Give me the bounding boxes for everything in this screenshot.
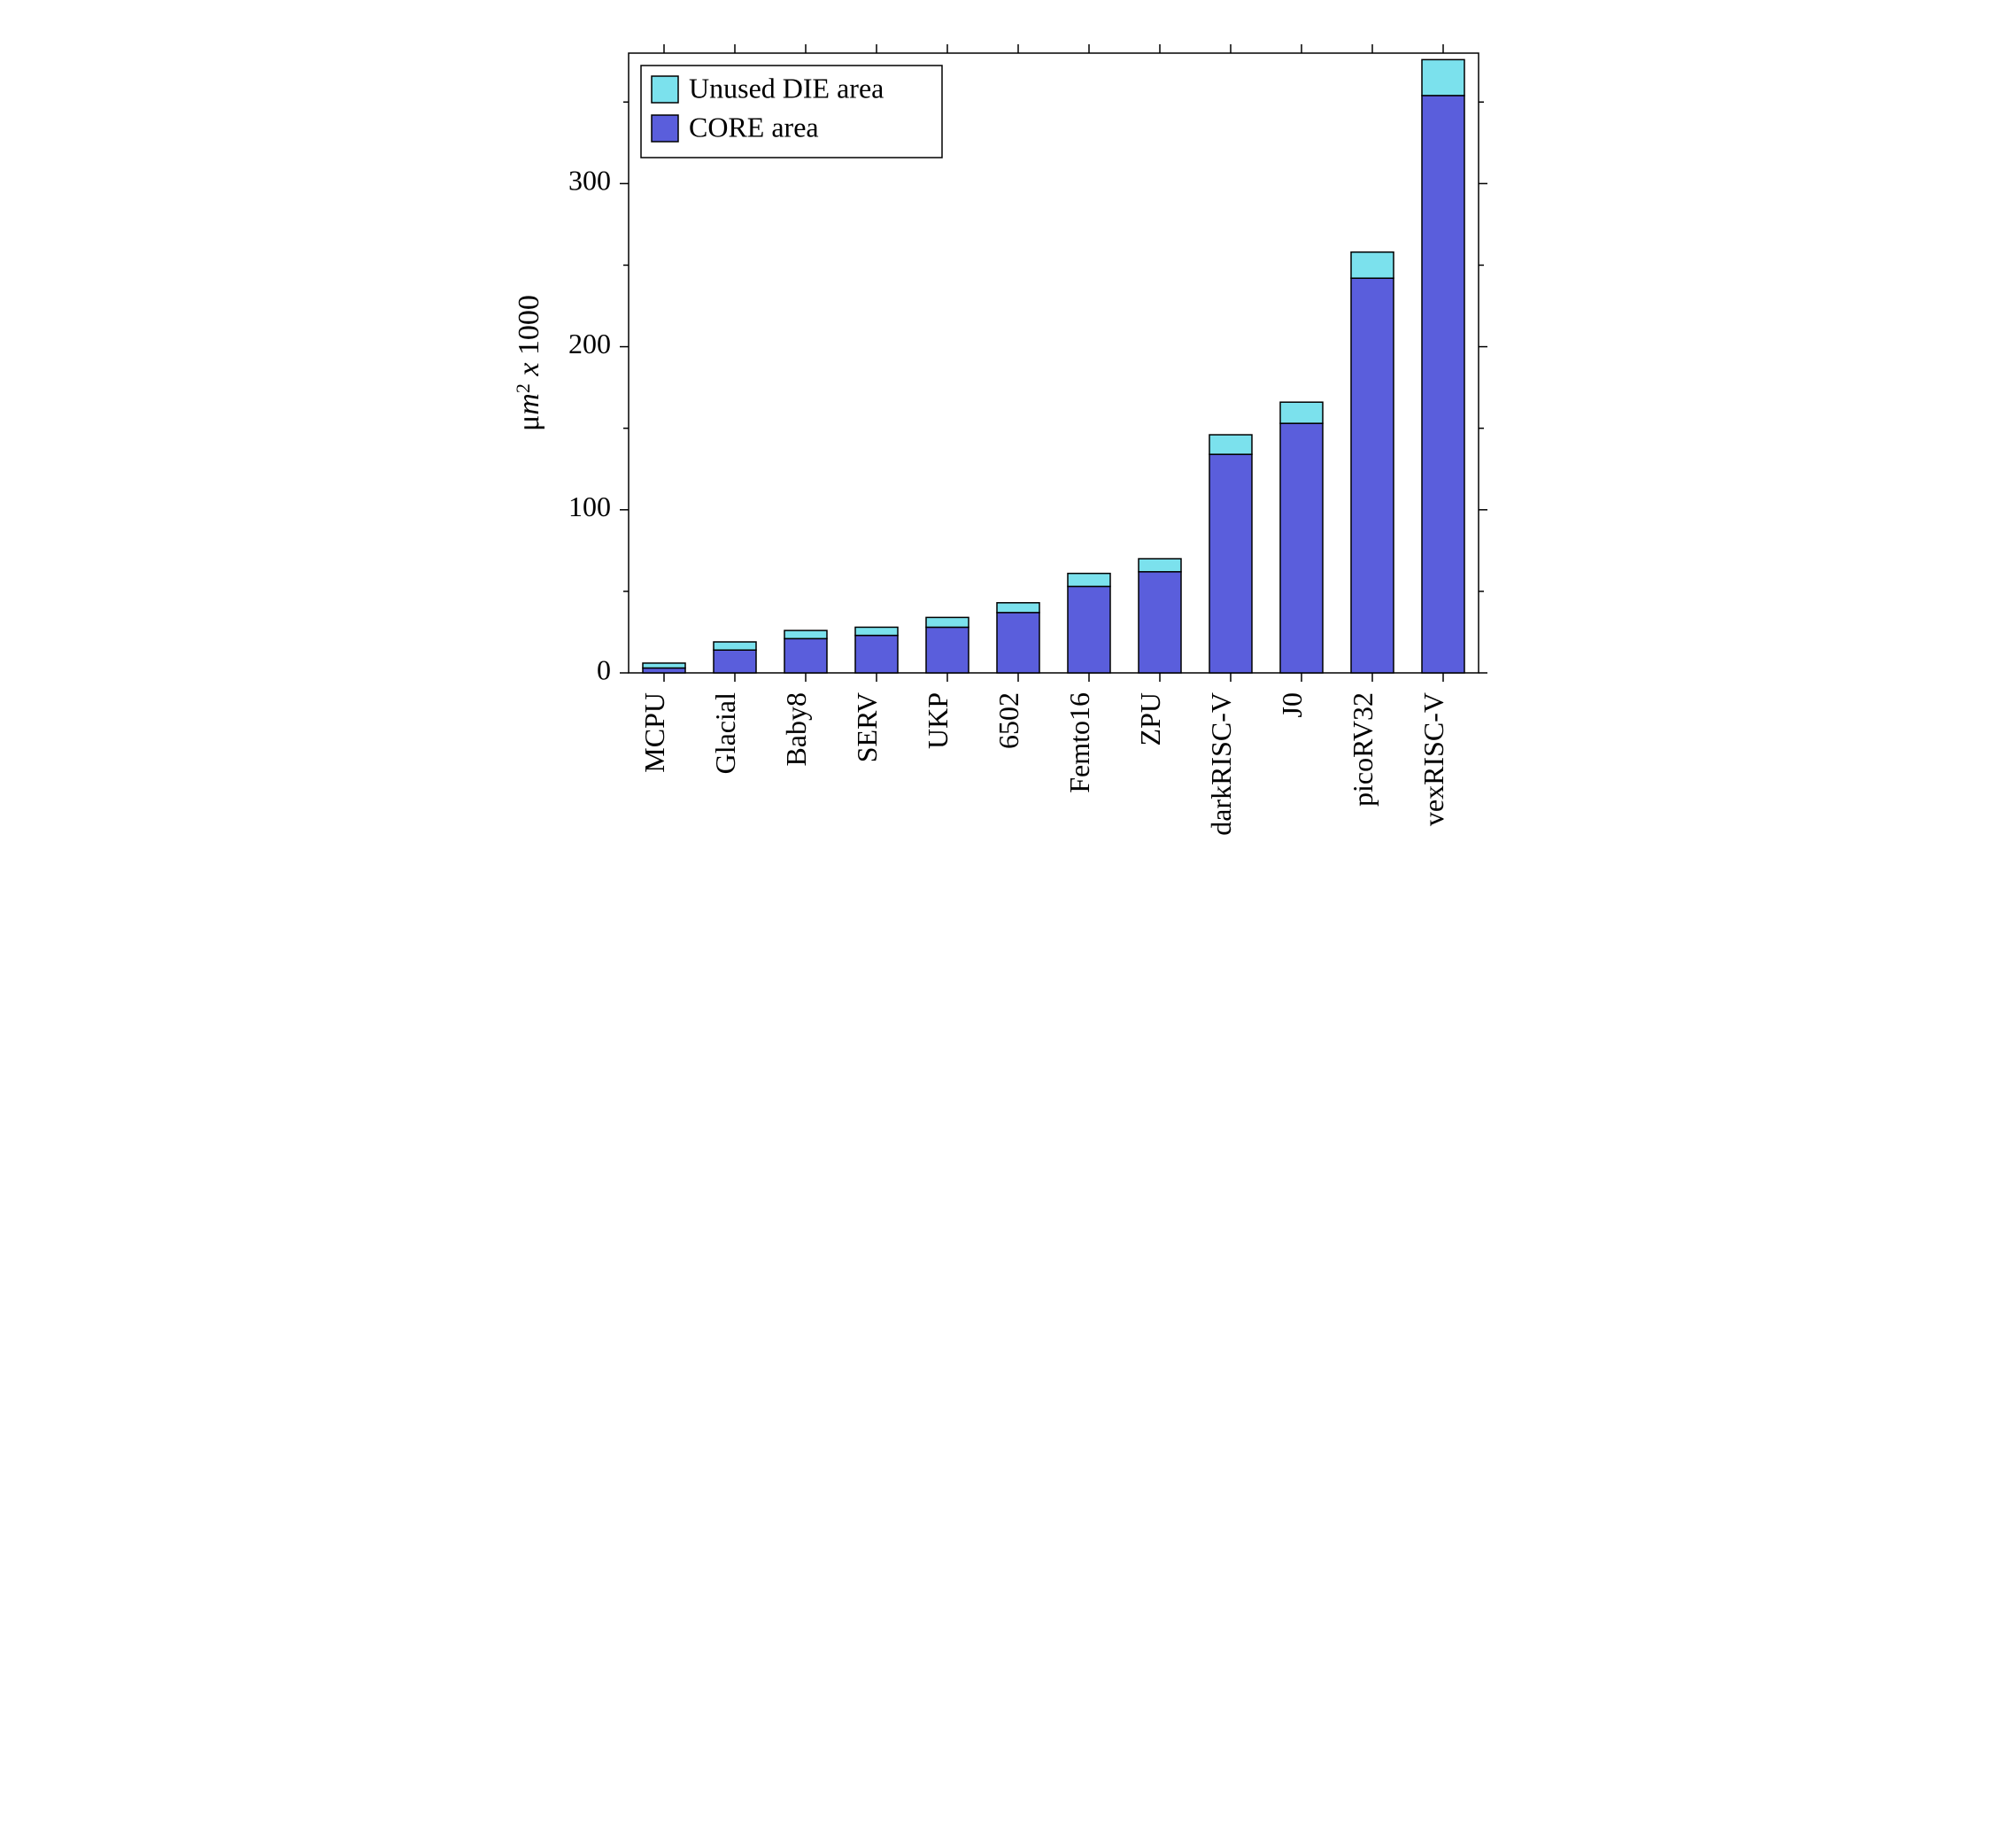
bar-unused: [1139, 559, 1181, 572]
x-tick-label: J0: [1276, 692, 1308, 717]
bar-core: [855, 636, 898, 673]
legend-label-core: CORE area: [689, 111, 819, 143]
x-tick-label: picoRV32: [1347, 692, 1379, 807]
legend-swatch-unused: [652, 76, 678, 103]
die-area-bar-chart: 0 100 200 300 MCPU Glacial Baby8 SERV UKP 6502 Fem…: [505, 35, 1512, 947]
y-tick-label: 100: [568, 491, 611, 522]
bar-unused: [855, 627, 898, 635]
bar-unused: [1068, 574, 1110, 587]
bar-core: [997, 613, 1039, 673]
x-tick-label: SERV: [851, 692, 883, 762]
bar-unused: [1422, 59, 1464, 96]
bar-unused: [784, 630, 827, 638]
bar-core: [1068, 586, 1110, 673]
y-tick-label: 200: [568, 328, 611, 359]
bar-unused: [1280, 402, 1323, 423]
bar-core: [784, 638, 827, 673]
x-tick-label: UKP: [922, 692, 954, 749]
x-tick-label: Baby8: [780, 692, 812, 767]
bar-core: [1209, 454, 1252, 673]
legend-label-unused: Unused DIE area: [689, 72, 884, 104]
x-tick-label: vexRISC-V: [1417, 692, 1449, 826]
bar-core: [926, 627, 969, 673]
x-tick-label: Glacial: [709, 692, 741, 775]
x-tick-label: MCPU: [638, 692, 670, 773]
legend-swatch-core: [652, 115, 678, 142]
bar-unused: [1209, 435, 1252, 454]
bar-core: [714, 650, 756, 673]
y-tick-label: 300: [568, 165, 611, 197]
bar-unused: [643, 663, 685, 668]
bar-core: [1351, 278, 1394, 673]
y-axis-label: μm2 x 1000: [512, 295, 545, 431]
x-tick-label: darkRISC-V: [1205, 692, 1237, 836]
bar-core: [1422, 96, 1464, 673]
bar-unused: [997, 603, 1039, 613]
bar-core: [643, 668, 685, 673]
bar-unused: [926, 617, 969, 627]
x-tick-label: Femto16: [1063, 692, 1095, 793]
bar-unused: [1351, 252, 1394, 278]
x-tick-label: ZPU: [1134, 692, 1166, 745]
x-tick-label: 6502: [993, 692, 1024, 749]
bar-core: [1280, 423, 1323, 673]
bar-core: [1139, 572, 1181, 673]
bar-unused: [714, 642, 756, 650]
y-tick-label: 0: [597, 653, 611, 685]
